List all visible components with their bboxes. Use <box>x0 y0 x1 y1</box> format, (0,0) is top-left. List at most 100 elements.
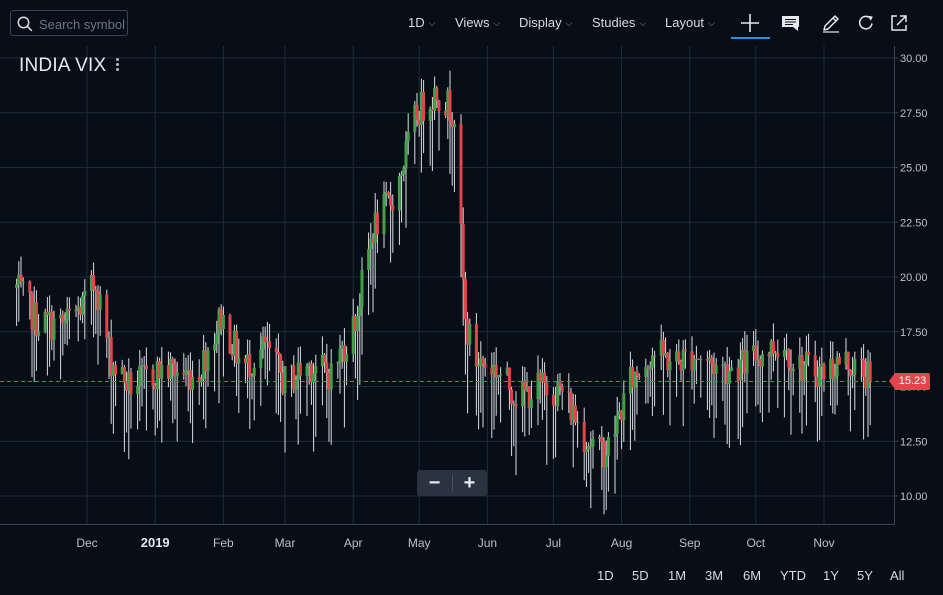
range-1d[interactable]: 1D <box>597 568 614 583</box>
candle-down <box>481 358 485 365</box>
candle-up <box>617 410 621 416</box>
candle-up <box>232 330 236 357</box>
candle-up <box>668 361 672 370</box>
refresh-icon <box>858 15 873 30</box>
search-input[interactable] <box>37 14 129 34</box>
candle-up <box>246 354 250 364</box>
candle-down <box>776 352 780 357</box>
candle-up <box>774 352 778 354</box>
candle-up <box>404 141 408 169</box>
share-button[interactable] <box>888 12 910 34</box>
range-6m[interactable]: 6M <box>743 568 762 583</box>
zoom-out-button[interactable]: − <box>428 472 441 494</box>
draw-button[interactable] <box>820 12 842 34</box>
candle-down <box>514 403 518 407</box>
candle-down <box>230 353 234 357</box>
candle-up <box>782 349 786 357</box>
crosshair-button[interactable] <box>739 12 761 34</box>
candle-up <box>65 308 69 321</box>
candle-down <box>327 372 331 390</box>
candle-down <box>635 371 639 376</box>
candle-down <box>391 205 395 211</box>
candle-up <box>622 393 626 421</box>
candle-down <box>582 422 586 452</box>
symbol-title[interactable]: INDIA VIX <box>19 55 107 76</box>
candle-down <box>105 294 109 338</box>
candle-up <box>250 375 254 377</box>
zoom-in-button[interactable]: + <box>463 472 476 494</box>
x-tick-label: Jul <box>546 536 561 550</box>
candle-down <box>144 365 148 370</box>
candle-down <box>292 365 296 390</box>
search-box[interactable] <box>10 10 129 36</box>
candle-down <box>61 314 65 324</box>
candle-up <box>760 354 764 367</box>
display-dropdown[interactable]: Display ⌵ <box>519 15 572 30</box>
candle-up <box>63 320 67 324</box>
studies-dropdown[interactable]: Studies ⌵ <box>592 15 646 30</box>
x-tick-label: 2019 <box>141 535 170 550</box>
candle-up <box>738 360 742 381</box>
candle-down <box>437 100 441 111</box>
candle-up <box>675 351 679 362</box>
candle-down <box>422 91 426 121</box>
candle-up <box>98 294 102 311</box>
symbol-menu-icon[interactable] <box>113 58 121 74</box>
chevron-down-icon: ⌵ <box>639 18 647 28</box>
candle-up <box>169 358 173 379</box>
candle-down <box>459 123 463 224</box>
candle-up <box>402 168 406 174</box>
candle-down <box>188 370 192 390</box>
reset-button[interactable] <box>855 12 877 34</box>
candle-up <box>382 193 386 235</box>
candle-up <box>356 315 360 332</box>
range-1m[interactable]: 1M <box>668 568 687 583</box>
candle-up <box>521 380 525 407</box>
range-5d[interactable]: 5D <box>632 568 649 583</box>
candle-down <box>490 367 494 375</box>
price-chart[interactable]: 30.0027.5025.0022.5020.0017.5015.0012.50… <box>0 0 943 568</box>
candle-up <box>37 331 41 337</box>
candle-up <box>384 192 388 194</box>
candle-up <box>111 365 115 376</box>
candle-down <box>298 362 302 376</box>
candle-up <box>615 415 619 434</box>
range-5y[interactable]: 5Y <box>857 568 873 583</box>
layout-dropdown[interactable]: Layout ⌵ <box>665 15 715 30</box>
interval-dropdown[interactable]: 1D ⌵ <box>408 15 435 30</box>
candle-up <box>721 364 725 366</box>
candle-up <box>708 357 712 361</box>
candle-down <box>389 195 393 206</box>
chevron-down-icon: ⌵ <box>428 18 436 28</box>
candle-up <box>571 405 575 421</box>
range-all[interactable]: All <box>890 568 905 583</box>
range-ytd[interactable]: YTD <box>780 568 806 583</box>
candle-down <box>710 357 714 364</box>
candle-down <box>415 104 419 120</box>
comment-button[interactable] <box>780 12 802 34</box>
candle-up <box>496 374 500 378</box>
candle-up <box>512 403 516 405</box>
candle-down <box>274 348 278 352</box>
candle-down <box>435 87 439 101</box>
x-tick-label: Aug <box>611 536 632 550</box>
candle-up <box>206 350 210 372</box>
candle-down <box>171 358 175 364</box>
candle-up <box>294 379 298 390</box>
candle-up <box>314 366 318 374</box>
y-tick-label: 10.00 <box>900 491 928 503</box>
candle-down <box>743 349 747 374</box>
candle-up <box>745 350 749 374</box>
candle-up <box>329 363 333 390</box>
range-1y[interactable]: 1Y <box>823 568 839 583</box>
x-tick-label: May <box>408 536 431 550</box>
views-dropdown[interactable]: Views ⌵ <box>455 15 500 30</box>
candle-up <box>650 355 654 368</box>
candle-up <box>428 108 432 121</box>
range-3m[interactable]: 3M <box>705 568 724 583</box>
candle-down <box>771 341 775 354</box>
candle-up <box>160 365 164 379</box>
candle-down <box>158 361 162 379</box>
candle-up <box>433 87 437 111</box>
candle-up <box>261 336 265 350</box>
